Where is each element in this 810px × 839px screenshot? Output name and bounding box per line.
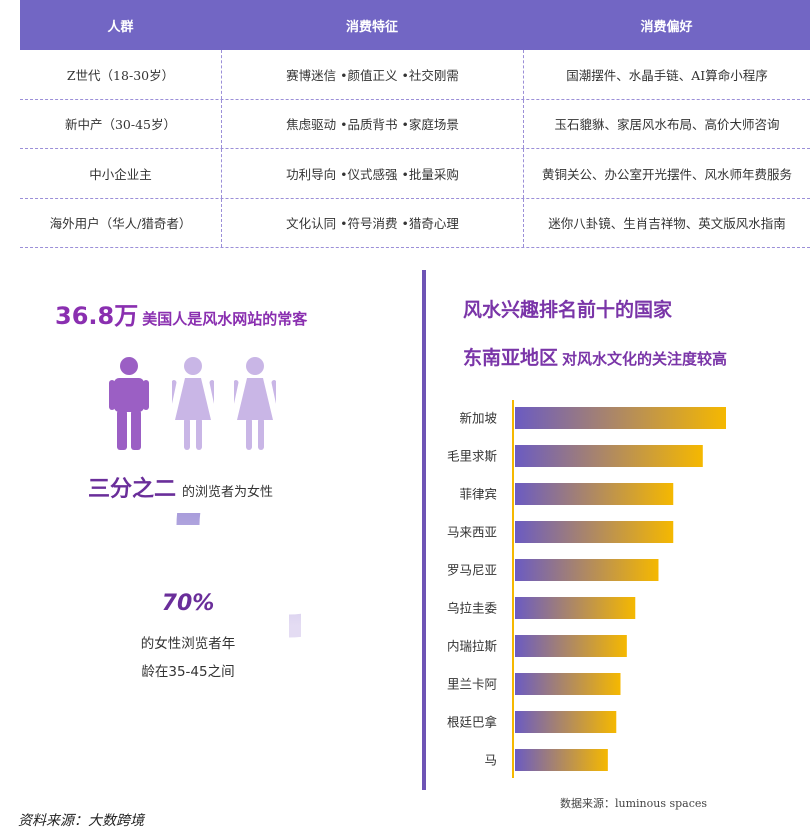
bar-label-8: 里兰卡阿 <box>447 677 498 692</box>
table-row: 中小企业主 功利导向 •仪式感强 •批量采购 黄铜关公、办公室开光摆件、风水师年… <box>20 149 810 199</box>
bar-6 <box>515 597 636 619</box>
bar-label-9: 根廷巴拿 <box>447 715 498 730</box>
bar-1 <box>515 407 726 429</box>
table-header: 人群 消费特征 消费偏好 <box>20 0 810 50</box>
bar-3 <box>515 483 674 505</box>
male-icon <box>109 357 149 450</box>
table-cell: 玉石貔貅、家居风水布局、高价大师咨询 <box>523 99 810 148</box>
table-cell: 赛博迷信 •颜值正义 •社交刚需 <box>221 50 523 99</box>
table-cell: 迷你八卦镜、生肖吉祥物、英文版风水指南 <box>523 198 810 247</box>
bar-label-4: 马来西亚 <box>447 525 497 540</box>
bar-7 <box>515 635 627 657</box>
fraction-text: 的浏览者为女性 <box>182 485 274 500</box>
people-icons <box>108 356 283 451</box>
table-cell: 焦虑驱动 •品质背书 •家庭场景 <box>221 99 523 148</box>
table-cell: 中小企业主 <box>89 166 152 182</box>
header-cell: 人群 <box>107 19 134 35</box>
fraction-stat: 三分之二 的浏览者为女性 <box>88 471 273 503</box>
bar-label-6: 乌拉圭委 <box>447 601 498 616</box>
female-icon <box>234 357 276 450</box>
bar-5 <box>515 559 659 581</box>
age-ring-chart <box>176 513 301 638</box>
subtitle-text: 对风水文化的关注度较高 <box>562 350 728 368</box>
table-cell: Z世代（18-30岁） <box>66 67 175 83</box>
ring-caption-line1: 的女性浏览者年 <box>140 636 236 652</box>
fraction-big: 三分之二 <box>88 477 177 502</box>
data-source: 数据来源：luminous spaces <box>560 797 708 810</box>
table-cell: 黄铜关公、办公室开光摆件、风水师年费服务 <box>523 149 810 198</box>
bar-8 <box>515 673 621 695</box>
panel-divider <box>422 270 426 790</box>
stat-text: 美国人是风水网站的常客 <box>142 310 308 328</box>
bar-label-2: 毛里求斯 <box>447 449 497 464</box>
header-cell: 消费偏好 <box>640 19 693 35</box>
bar-label-1: 新加坡 <box>459 411 497 426</box>
consumer-table: 人群 消费特征 消费偏好 Z世代（18-30岁） 赛博迷信 •颜值正义 •社交刚… <box>20 0 810 248</box>
subtitle-region: 东南亚地区 <box>463 347 559 369</box>
chart-subtitle: 东南亚地区 对风水文化的关注度较高 <box>463 343 727 370</box>
table-row: 海外用户（华人/猎奇者） 文化认同 •符号消费 •猎奇心理 迷你八卦镜、生肖吉祥… <box>20 198 810 248</box>
bar-label-5: 罗马尼亚 <box>447 563 497 578</box>
ring-percent: 70% <box>161 591 215 616</box>
bar-label-10: 马 <box>484 753 497 768</box>
table-row: 新中产（30-45岁） 焦虑驱动 •品质背书 •家庭场景 玉石貔貅、家居风水布局… <box>20 99 810 149</box>
headline-stat: 36.8万 美国人是风水网站的常客 <box>55 296 307 331</box>
footer-source: 资料来源：大数跨境 <box>18 813 144 829</box>
table-row: Z世代（18-30岁） 赛博迷信 •颜值正义 •社交刚需 国潮摆件、水晶手链、A… <box>20 50 810 100</box>
bar-4 <box>515 521 674 543</box>
ring-caption-line2: 龄在35-45之间 <box>141 664 235 680</box>
bar-9 <box>515 711 617 733</box>
bar-2 <box>515 445 703 467</box>
table-cell: 功利导向 •仪式感强 •批量采购 <box>221 149 523 198</box>
table-cell: 新中产（30-45岁） <box>64 117 177 133</box>
bar-10 <box>515 749 608 771</box>
bar-label-3: 菲律宾 <box>459 487 497 502</box>
table-cell: 海外用户（华人/猎奇者） <box>49 216 192 232</box>
table-cell: 国潮摆件、水晶手链、AI算命小程序 <box>523 50 810 99</box>
chart-title: 风水兴趣排名前十的国家 <box>463 299 673 321</box>
bar-label-7: 内瑞拉斯 <box>447 639 497 654</box>
stat-number: 36.8万 <box>55 302 139 330</box>
header-cell: 消费特征 <box>345 19 398 35</box>
table-cell: 文化认同 •符号消费 •猎奇心理 <box>221 198 523 247</box>
female-icon <box>172 357 214 450</box>
